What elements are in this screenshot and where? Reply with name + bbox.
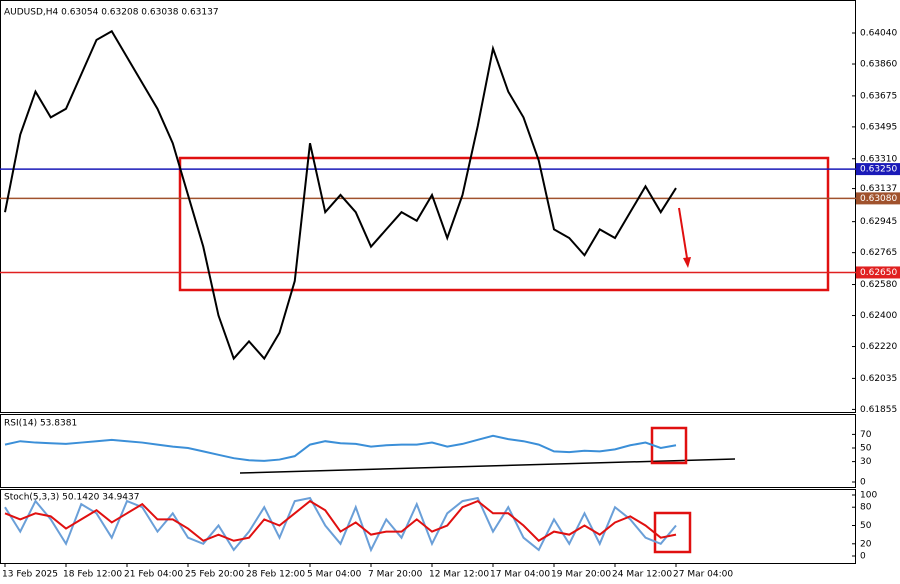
level-label: 0.63080 <box>860 194 897 204</box>
y-tick-label: 0.64040 <box>860 29 897 39</box>
x-tick-label: 13 Feb 2025 <box>2 570 58 580</box>
y-tick-label: 0.62580 <box>860 280 897 290</box>
y-tick-label: 0.63137 <box>860 184 897 194</box>
x-tick-label: 24 Mar 12:00 <box>612 570 672 580</box>
x-tick-label: 19 Mar 20:00 <box>551 570 611 580</box>
arrow <box>678 207 688 259</box>
x-tick-label: 5 Mar 04:00 <box>307 570 362 580</box>
y-tick-label: 0.62945 <box>860 217 897 227</box>
x-tick-label: 17 Mar 04:00 <box>490 570 550 580</box>
y-tick-label: 0.63675 <box>860 91 897 101</box>
y-tick-label: 30 <box>860 457 872 467</box>
panel-title: AUDUSD,H4 0.63054 0.63208 0.63038 0.6313… <box>4 8 219 18</box>
y-tick-label: 100 <box>860 491 877 501</box>
stoch-panel <box>0 489 856 564</box>
series-line <box>4 434 677 462</box>
level-label: 0.62650 <box>860 268 897 278</box>
x-tick-label: 27 Mar 04:00 <box>673 570 733 580</box>
y-tick-label: 0.62035 <box>860 374 897 384</box>
y-tick-label: 0 <box>860 478 866 488</box>
panel-title: RSI(14) 53.8381 <box>4 419 77 429</box>
level-label-bg <box>856 266 900 279</box>
level-label-bg <box>856 163 900 176</box>
x-tick-label: 21 Feb 04:00 <box>124 570 183 580</box>
range-box <box>178 156 830 292</box>
y-tick-label: 0.63860 <box>860 60 897 70</box>
x-tick-label: 25 Feb 20:00 <box>185 570 244 580</box>
y-tick-label: 0.63495 <box>860 122 897 132</box>
y-tick-label: 0.62400 <box>860 311 897 321</box>
series-line <box>4 29 677 361</box>
y-tick-label: 0.62765 <box>860 248 897 258</box>
y-tick-label: 20 <box>860 539 872 549</box>
y-tick-label: 0.62220 <box>860 342 897 352</box>
y-tick-label: 0 <box>860 552 866 562</box>
rsi-trendline <box>239 458 736 474</box>
level-label: 0.63250 <box>860 165 897 175</box>
x-tick-label: 28 Feb 12:00 <box>246 570 305 580</box>
y-tick-label: 80 <box>860 503 872 513</box>
series-line <box>4 499 677 543</box>
panel-title: Stoch(5,3,3) 50.1420 34.9437 <box>4 493 139 503</box>
rsi-box <box>650 426 688 465</box>
arrow-head <box>683 257 691 268</box>
series-line <box>4 496 677 553</box>
y-tick-label: 70 <box>860 430 872 440</box>
y-tick-label: 0.63310 <box>860 154 897 164</box>
level-label-bg <box>856 192 900 205</box>
x-tick-label: 18 Feb 12:00 <box>63 570 122 580</box>
y-tick-label: 50 <box>860 444 872 454</box>
stoch-box <box>653 511 692 554</box>
rsi-panel <box>0 414 856 488</box>
x-tick-label: 12 Mar 12:00 <box>429 570 489 580</box>
main-panel <box>0 0 856 413</box>
x-tick-label: 7 Mar 20:00 <box>368 570 423 580</box>
y-tick-label: 50 <box>860 521 872 531</box>
y-tick-label: 0.61855 <box>860 405 897 415</box>
